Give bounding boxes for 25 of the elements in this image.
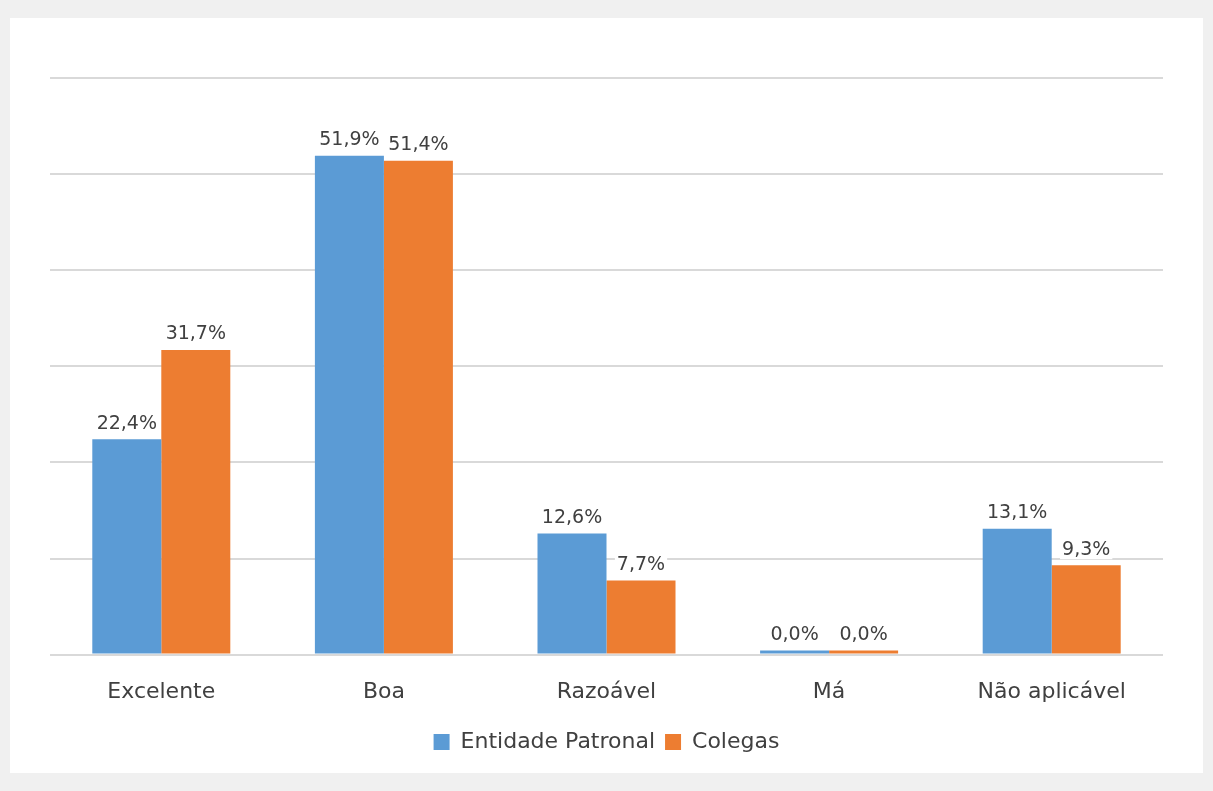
bar — [537, 533, 607, 654]
data-label: 31,7% — [165, 321, 226, 344]
data-label: 9,3% — [1062, 536, 1111, 559]
data-label: 0,0% — [770, 622, 819, 645]
x-tick-label: Má — [812, 677, 846, 703]
legend-label: Entidade Patronal — [460, 727, 656, 753]
data-label: 51,9% — [319, 127, 380, 150]
legend-label: Colegas — [692, 727, 780, 753]
bar — [314, 155, 384, 654]
x-tick-label: Excelente — [107, 677, 216, 703]
bar — [982, 528, 1052, 654]
data-label: 51,4% — [388, 132, 449, 155]
data-label: 13,1% — [987, 500, 1048, 523]
x-tick-label: Não aplicável — [977, 677, 1126, 703]
data-label: 22,4% — [96, 410, 157, 433]
bar — [383, 160, 453, 654]
data-label: 7,7% — [616, 552, 666, 575]
bar — [606, 580, 676, 654]
x-tick-label: Razoável — [556, 677, 657, 703]
bar — [92, 439, 162, 654]
bar — [1051, 565, 1121, 654]
x-tick-label: Boa — [362, 677, 405, 703]
data-label: 12,6% — [541, 504, 603, 527]
data-label: 0,0% — [839, 622, 888, 645]
bar — [161, 349, 231, 654]
